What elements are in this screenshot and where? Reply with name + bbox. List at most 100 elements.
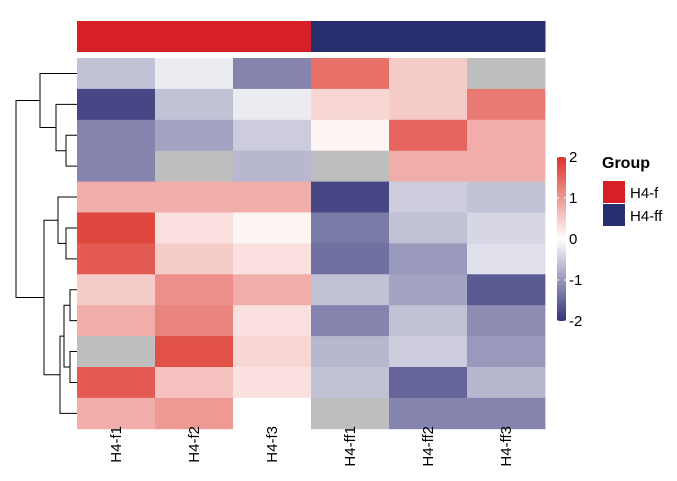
dendrogram-branch	[59, 335, 77, 414]
heatmap-cell	[311, 243, 390, 275]
column-label: H4-ff3	[498, 426, 515, 467]
heatmap-cell	[155, 119, 234, 152]
heatmap-cell	[311, 367, 390, 399]
heatmap-cell	[389, 367, 468, 399]
heatmap-cell	[233, 367, 312, 399]
heatmap-cell	[311, 305, 390, 337]
heatmap-cell	[389, 181, 468, 213]
column-label: H4-ff1	[342, 426, 359, 467]
group-bar-segment	[233, 21, 312, 52]
heatmap-cell	[155, 58, 234, 90]
heatmap-cell	[77, 212, 156, 244]
heatmap-cell	[311, 119, 390, 152]
heatmap-cell	[311, 274, 390, 306]
heatmap-cell	[389, 305, 468, 337]
color-scale-bar	[557, 157, 566, 321]
group-legend-swatch	[603, 204, 625, 226]
dendrogram-branch	[57, 196, 77, 244]
color-scale-label: -2	[569, 313, 582, 330]
heatmap-cell	[467, 212, 546, 244]
heatmap-cell	[77, 119, 156, 152]
heatmap-cell	[311, 58, 390, 90]
heatmap-cell	[233, 88, 312, 121]
heatmap-cell	[155, 397, 234, 430]
group-bar-segment	[311, 21, 390, 52]
heatmap-cell	[233, 305, 312, 337]
dendrogram-branch	[15, 99, 44, 298]
heatmap-cell	[467, 274, 546, 306]
heatmap-cell	[155, 367, 234, 399]
heatmap-cell	[77, 150, 156, 182]
group-legend-swatch	[603, 181, 625, 203]
dendrogram-branch	[69, 351, 77, 383]
heatmap-cell	[77, 58, 156, 90]
color-scale-label: 2	[569, 149, 577, 166]
heatmap-cell	[77, 367, 156, 399]
heatmap-cell	[233, 336, 312, 368]
heatmap-cell	[155, 243, 234, 275]
heatmap-cell	[389, 150, 468, 182]
group-legend-label: H4-f	[630, 185, 659, 202]
heatmap-cell	[77, 181, 156, 213]
heatmap-cell	[77, 88, 156, 121]
heatmap-cell	[389, 243, 468, 275]
heatmap-cell	[77, 274, 156, 306]
heatmap-cell	[311, 88, 390, 121]
column-label: H4-f3	[264, 426, 281, 463]
color-scale-label: 1	[569, 190, 577, 207]
column-label: H4-ff2	[420, 426, 437, 467]
group-bar-segment	[155, 21, 234, 52]
heatmap-cell	[233, 243, 312, 275]
dendrogram-branch	[65, 134, 77, 167]
group-legend: Group H4-f H4-ff	[602, 155, 663, 226]
heatmap-cell	[155, 274, 234, 306]
heatmap-cell	[233, 150, 312, 182]
heatmap-cell	[77, 397, 156, 430]
color-scale-legend: 2 1 0 -1 -2	[557, 149, 582, 330]
heatmap-cell	[467, 243, 546, 275]
heatmap-cell	[155, 336, 234, 368]
heatmap-cell	[389, 58, 468, 90]
heatmap-cell	[233, 274, 312, 306]
heatmap-cell	[77, 243, 156, 275]
heatmap-cell	[77, 305, 156, 337]
heatmap-cell	[155, 305, 234, 337]
heatmap-cell	[311, 150, 390, 182]
column-labels: H4-f1 H4-f2 H4-f3 H4-ff1 H4-ff2 H4-ff3	[108, 426, 515, 467]
heatmap-cell	[155, 212, 234, 244]
heatmap-cell	[467, 150, 546, 182]
heatmap-cell	[77, 336, 156, 368]
column-label: H4-f2	[186, 426, 203, 463]
heatmap-cell	[155, 150, 234, 182]
heatmap-cell	[233, 212, 312, 244]
heatmap-cell	[389, 88, 468, 121]
group-bar-segment	[467, 21, 546, 52]
dendrogram-branch	[65, 227, 77, 260]
group-legend-label: H4-ff	[630, 208, 663, 225]
heatmap-cell	[233, 58, 312, 90]
heatmap-cell	[311, 212, 390, 244]
heatmap-cell	[311, 397, 390, 430]
heatmap-cell	[311, 336, 390, 368]
heatmap-cell	[389, 212, 468, 244]
heatmap-cell	[389, 119, 468, 152]
heatmap-cell	[467, 305, 546, 337]
heatmap-cell	[389, 274, 468, 306]
heatmap-cell	[233, 119, 312, 152]
color-scale-label: -1	[569, 272, 582, 289]
group-bar-segment	[389, 21, 468, 52]
heatmap-cell	[467, 119, 546, 152]
heatmap-cell	[467, 367, 546, 399]
heatmap-cell	[467, 336, 546, 368]
heatmap-cell	[467, 58, 546, 90]
row-dendrogram	[15, 72, 77, 414]
group-annotation-bar	[77, 21, 546, 52]
color-scale-label: 0	[569, 231, 577, 248]
heatmap-cell	[233, 397, 312, 430]
heatmap-cell	[389, 397, 468, 430]
heatmap-cells	[77, 58, 546, 430]
heatmap-cell	[233, 181, 312, 213]
heatmap-cell	[467, 88, 546, 121]
dendrogram-branch	[63, 304, 70, 368]
